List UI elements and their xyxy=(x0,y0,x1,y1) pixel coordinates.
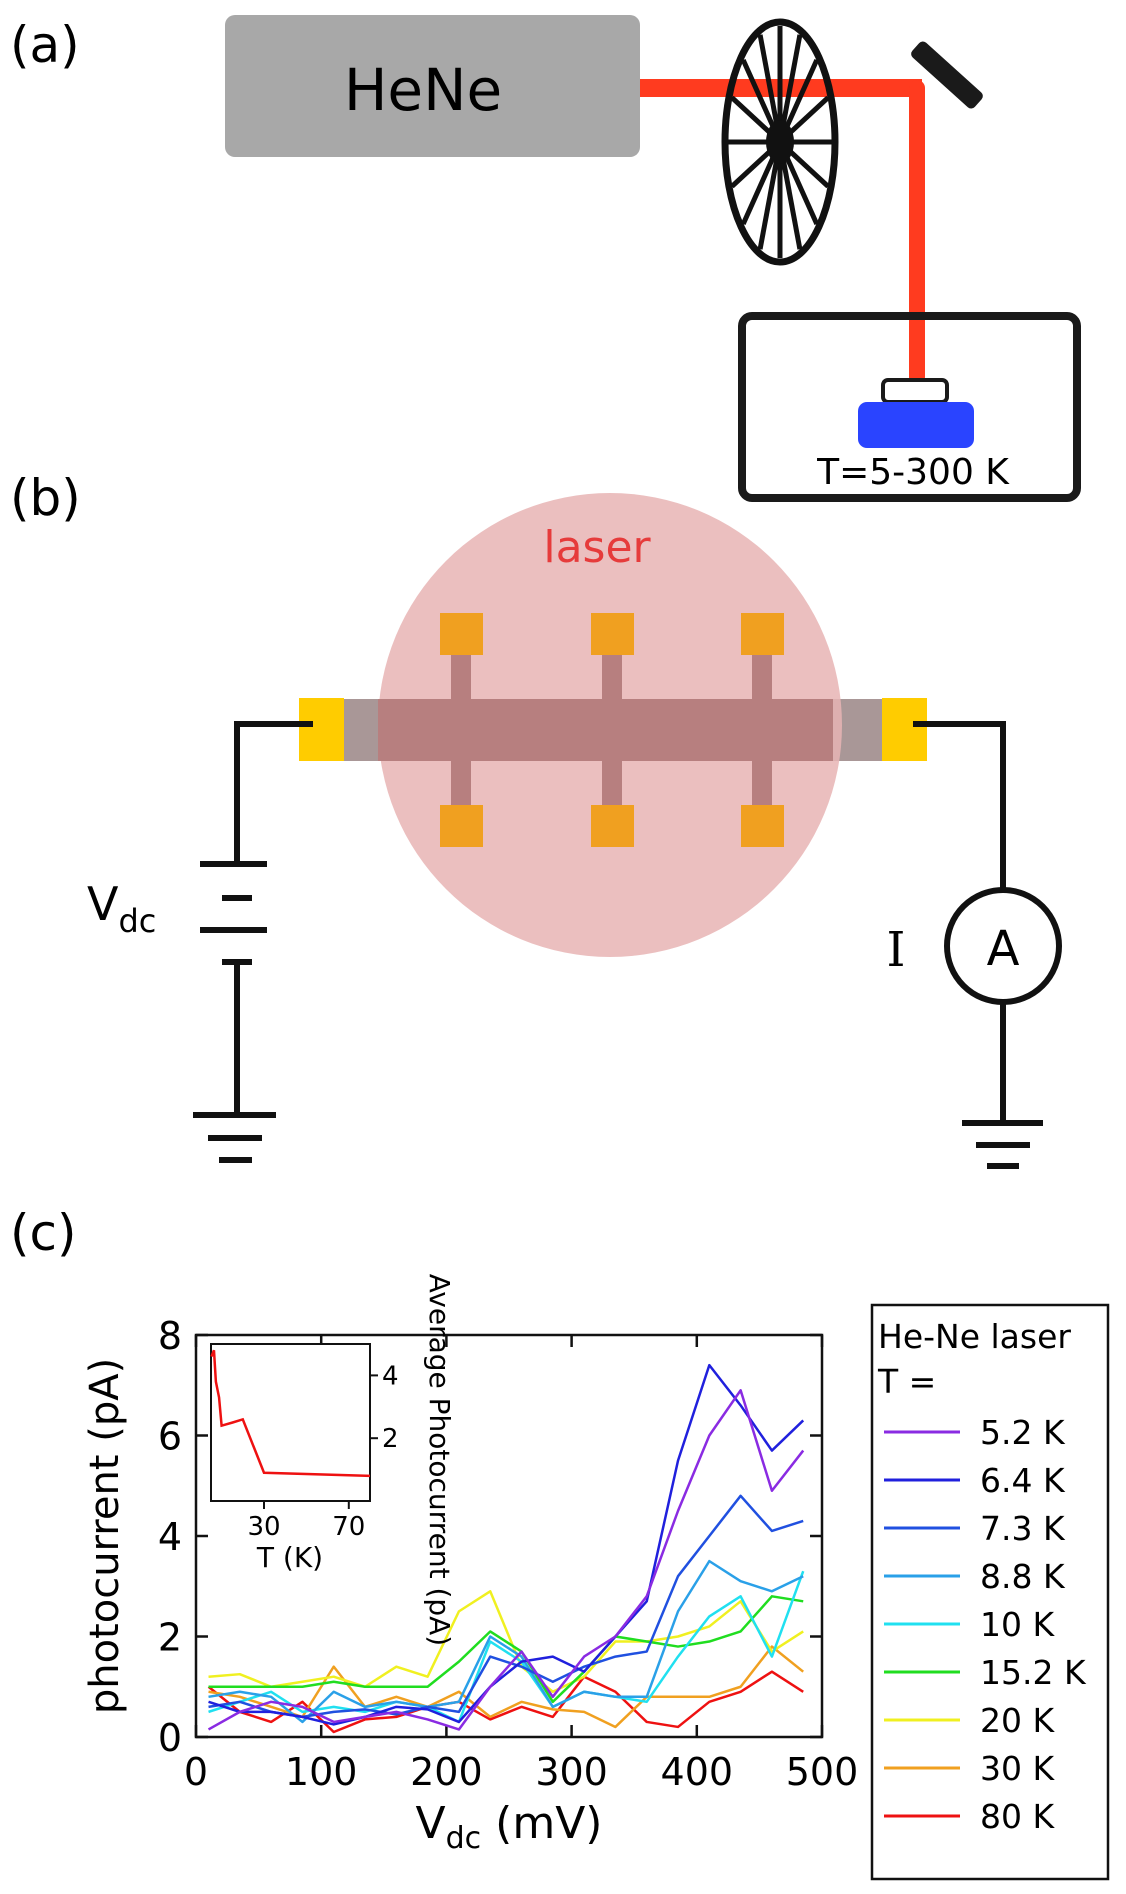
hene-laser-box xyxy=(225,15,640,157)
panel-a-label: (a) xyxy=(10,16,80,74)
y-tick-label: 2 xyxy=(158,1616,182,1660)
laser-spot-label: laser xyxy=(543,522,651,573)
voltage-label: Vdc xyxy=(87,877,156,940)
device-bar xyxy=(378,699,833,761)
y-tick-label: 0 xyxy=(158,1716,182,1760)
series-line-20-K xyxy=(208,1590,804,1694)
panel-b-label: (b) xyxy=(10,469,81,527)
chopper-wheel xyxy=(721,18,839,266)
inset-y-axis-label: Average Photocurrent (pA) xyxy=(423,1274,456,1646)
temperature-range-label: T=5-300 K xyxy=(816,452,1010,493)
mirror xyxy=(911,41,983,109)
inset-chart: 30 70 2 4 T (K) Average Photocurrent (pA) xyxy=(210,1274,456,1646)
inset-x-axis-label: T (K) xyxy=(256,1541,323,1574)
device-arms xyxy=(451,650,772,810)
current-label: I xyxy=(887,922,906,978)
y-tick-label: 4 xyxy=(158,1515,182,1559)
y-tick-label: 6 xyxy=(158,1415,182,1459)
x-tick-label: 400 xyxy=(661,1750,734,1794)
series-line-6_4-K xyxy=(208,1363,805,1726)
contact-pads xyxy=(440,613,784,847)
legend: He-Ne laser T = 5.2 K 6.4 K 7.3 K 8.8 K 10 K… xyxy=(870,1303,1110,1881)
panel-b: (b) laser xyxy=(10,469,1062,1169)
panel-c: (c) 0 2 4 6 8 0 100 200 300 400 500 photocurrent … xyxy=(10,1204,1110,1881)
main-chart: 0 2 4 6 8 0 100 200 300 400 500 photocurrent (pA)… xyxy=(82,1314,858,1856)
series-line-15_2-K xyxy=(208,1595,804,1704)
left-contact xyxy=(299,698,344,761)
sample xyxy=(881,378,949,404)
right-contact xyxy=(882,698,927,761)
inset-x-tick-label: 30 xyxy=(247,1512,280,1542)
y-tick-label: 8 xyxy=(158,1314,182,1358)
inset-y-tick-label: 4 xyxy=(382,1361,399,1391)
series-line-10-K xyxy=(208,1570,805,1724)
inset-y-tick-label: 2 xyxy=(382,1424,399,1454)
x-tick-label: 200 xyxy=(410,1750,483,1794)
legend-entry: 15.2 K xyxy=(980,1653,1087,1692)
series-line-5_2-K xyxy=(207,1389,805,1731)
inset-x-tick-label: 70 xyxy=(332,1512,365,1542)
legend-entry: 80 K xyxy=(980,1797,1055,1836)
panel-a: (a) HeNe T=5-300 K xyxy=(10,15,1081,502)
inset-series-line xyxy=(210,1349,371,1478)
ammeter-circuit xyxy=(913,721,1062,1169)
main-y-axis-label: photocurrent (pA) xyxy=(82,1358,128,1714)
series-line-80-K xyxy=(207,1670,804,1734)
voltage-source-circuit xyxy=(193,721,313,1163)
legend-entry: 7.3 K xyxy=(980,1509,1066,1548)
legend-entry: 8.8 K xyxy=(980,1557,1066,1596)
legend-entry: 30 K xyxy=(980,1749,1055,1788)
x-tick-label: 100 xyxy=(285,1750,358,1794)
legend-entry: 5.2 K xyxy=(980,1413,1066,1452)
legend-entry: 6.4 K xyxy=(980,1461,1066,1500)
hene-laser-label: HeNe xyxy=(344,56,502,124)
panel-c-label: (c) xyxy=(10,1204,77,1262)
legend-entry: 20 K xyxy=(980,1701,1055,1740)
sample-stage xyxy=(858,402,974,448)
x-tick-label: 0 xyxy=(184,1750,208,1794)
legend-subtitle: T = xyxy=(877,1362,936,1401)
ammeter-symbol: A xyxy=(987,921,1020,977)
x-tick-label: 300 xyxy=(535,1750,608,1794)
series-line-7_3-K xyxy=(208,1494,804,1719)
x-tick-label: 500 xyxy=(786,1750,859,1794)
legend-entry: 10 K xyxy=(980,1605,1055,1644)
main-x-axis-label: Vdc (mV) xyxy=(416,1798,603,1856)
legend-title: He-Ne laser xyxy=(878,1317,1071,1356)
cryostat-box xyxy=(738,312,1081,502)
